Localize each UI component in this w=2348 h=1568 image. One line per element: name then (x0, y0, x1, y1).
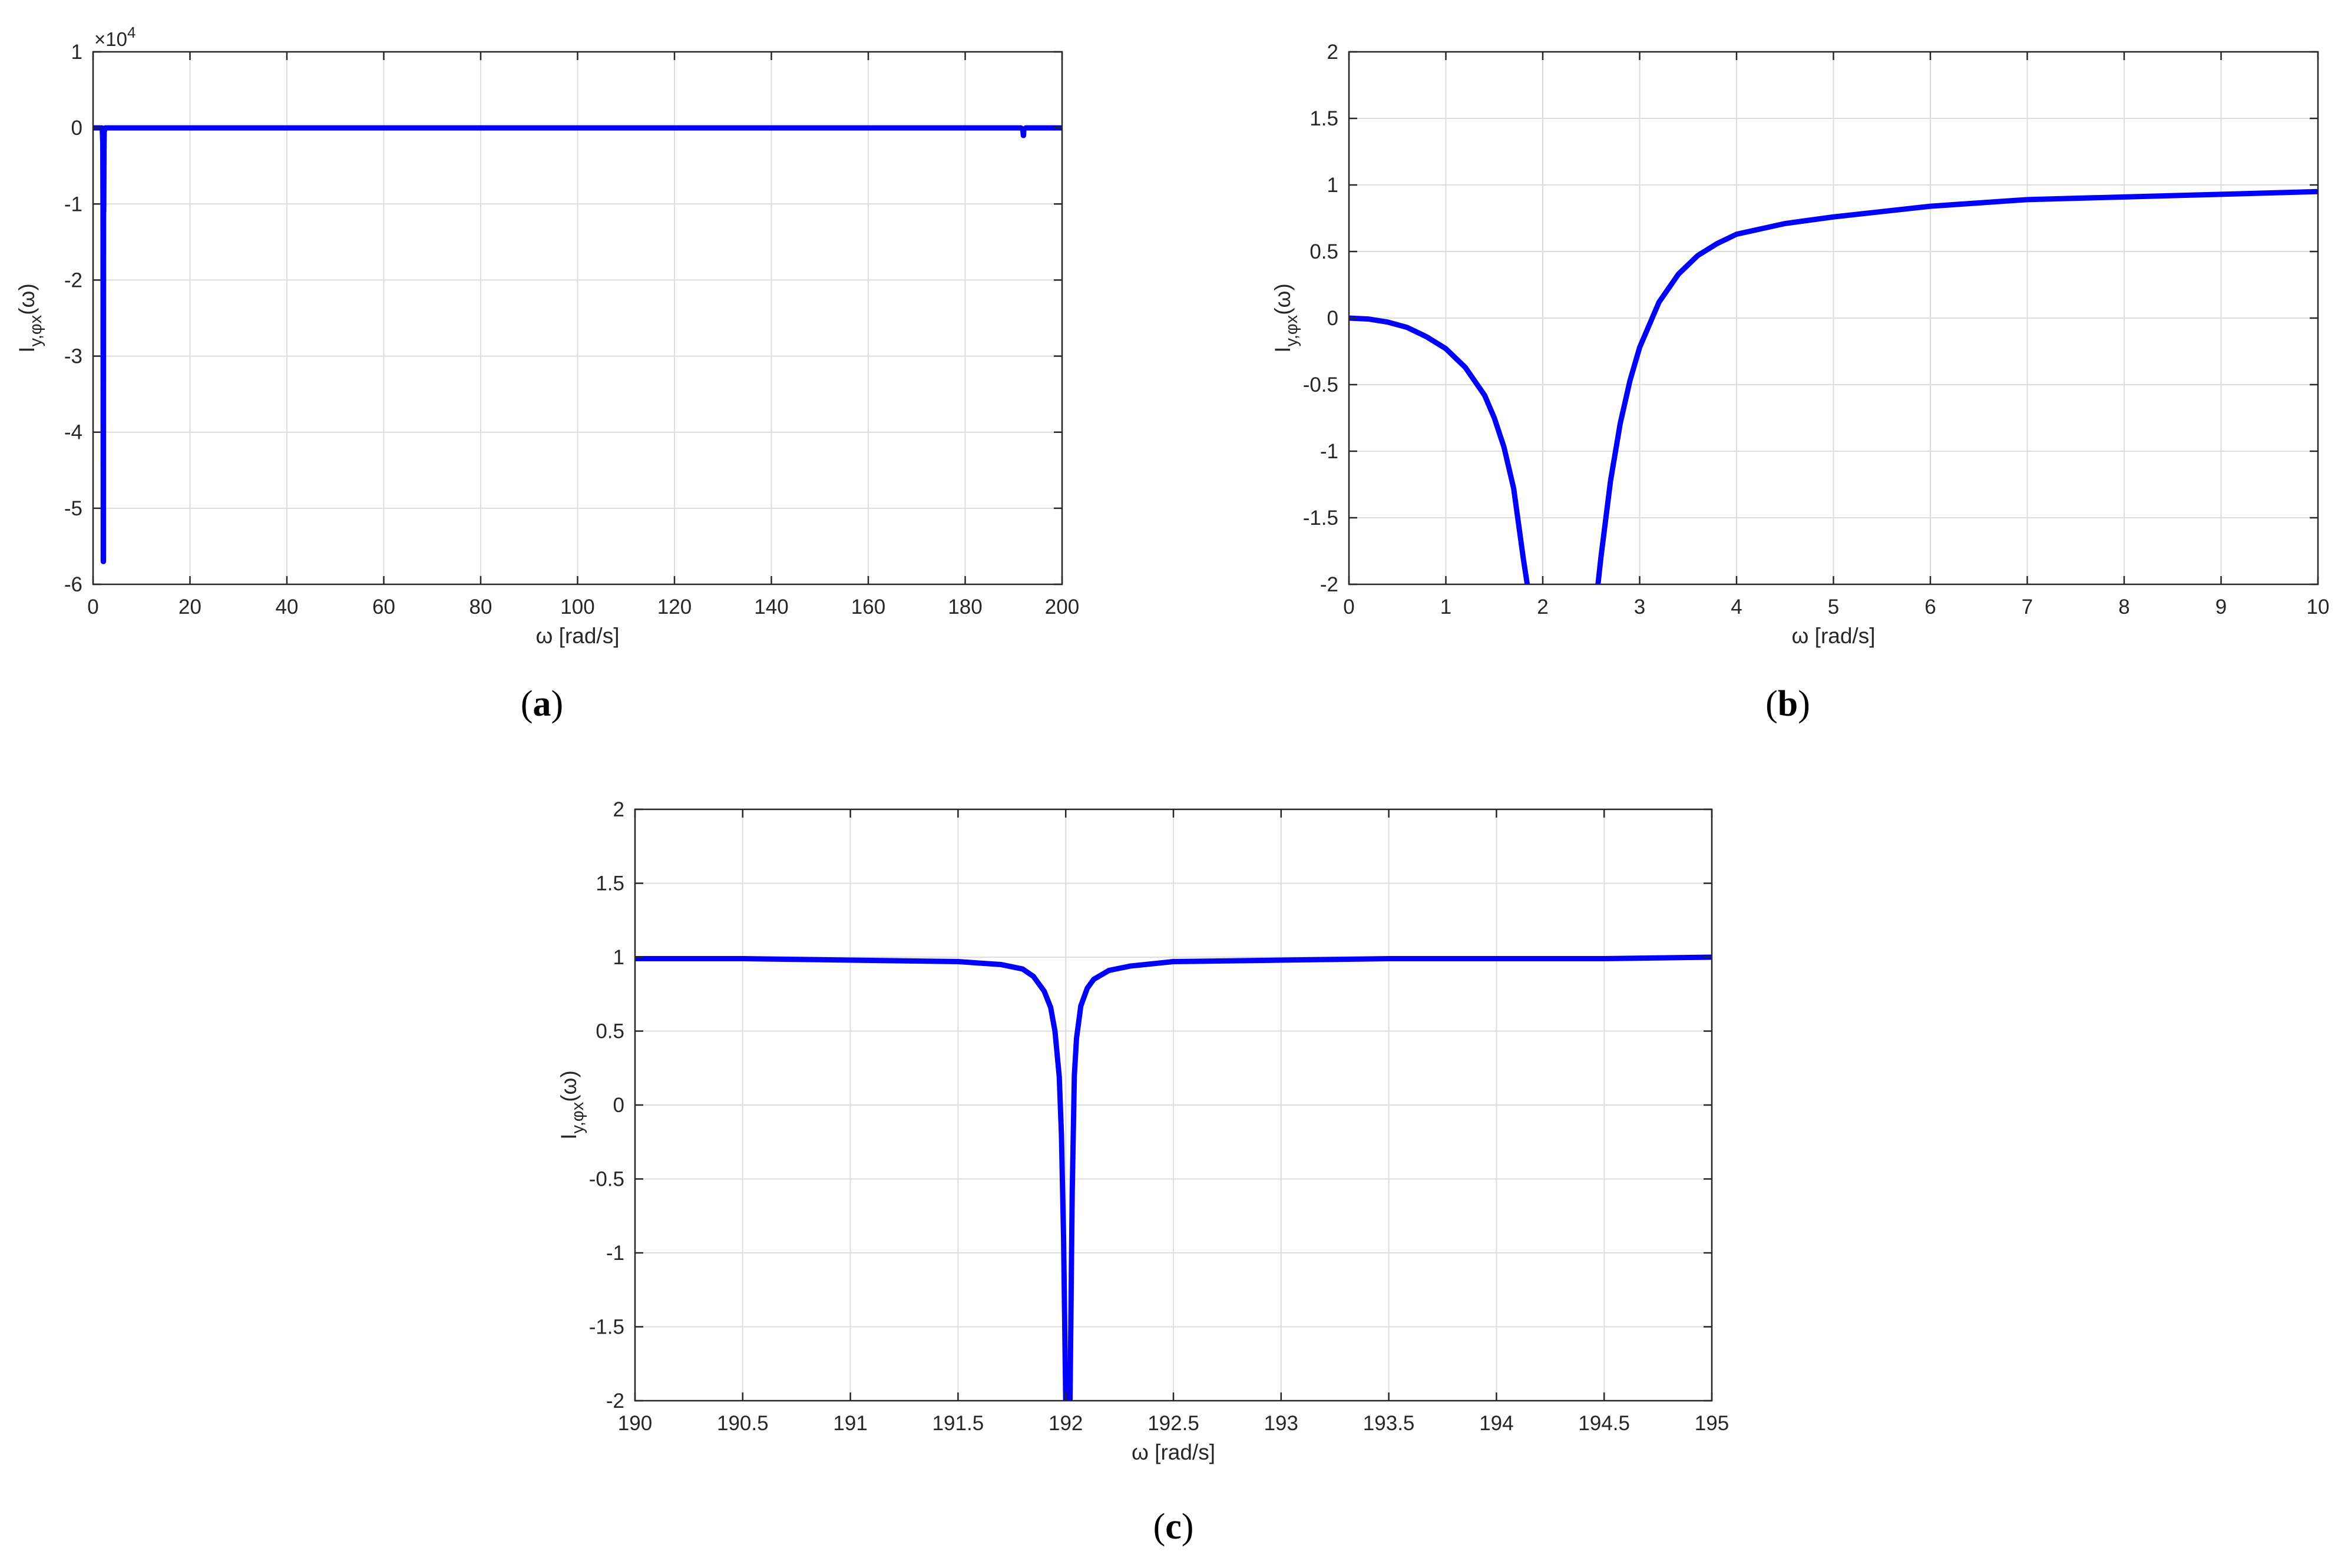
x-tick-label: 80 (469, 596, 492, 618)
x-tick-label: 60 (372, 596, 395, 618)
y-tick-label: -6 (64, 573, 82, 596)
y-axis-label: Iy,φx(ω) (1271, 283, 1301, 353)
x-tick-label: 191.5 (932, 1412, 984, 1435)
x-tick-label: 1 (1440, 596, 1451, 618)
y-tick-label: 1 (71, 41, 82, 64)
x-tick-label: 190.5 (717, 1412, 769, 1435)
series-line-b-1 (1595, 188, 2318, 585)
panel-label: (c) (1153, 1507, 1194, 1547)
x-tick-label: 2 (1537, 596, 1548, 618)
y-tick-label: -2 (64, 269, 82, 292)
x-tick-label: 193.5 (1363, 1412, 1415, 1435)
chart-panel-a: 0 20 40 60 80 100 120 140 160 180 200 1 0 -1 -2 -3 -4 -5 -… (15, 24, 1079, 724)
y-tick-label: 0 (613, 1094, 624, 1117)
y-tick-label: 0.5 (1309, 240, 1338, 263)
x-tick-label: 120 (657, 596, 692, 618)
x-axis-label: ω [rad/s] (1792, 624, 1876, 648)
x-tick-label: 20 (178, 596, 201, 618)
x-tick-label: 160 (851, 596, 885, 618)
y-tick-label: -0.5 (589, 1168, 624, 1191)
x-tick-label: 0 (1343, 596, 1354, 618)
x-tick-label: 100 (560, 596, 594, 618)
x-tick-label: 193 (1264, 1412, 1298, 1435)
y-tick-label: -4 (64, 421, 82, 444)
y-tick-label: -0.5 (1303, 373, 1338, 396)
x-tick-label: 40 (276, 596, 299, 618)
y-tick-label: 1 (613, 946, 624, 969)
y-tick-label: 2 (1327, 41, 1338, 64)
x-axis-label: ω [rad/s] (536, 624, 620, 648)
y-tick-label: -1 (1320, 440, 1338, 463)
x-tick-label: 194 (1479, 1412, 1513, 1435)
x-axis-label: ω [rad/s] (1132, 1440, 1215, 1464)
x-tick-label: 195 (1695, 1412, 1729, 1435)
x-tick-label: 200 (1045, 596, 1079, 618)
y-tick-label: -2 (1320, 573, 1338, 596)
x-tick-label: 9 (2215, 596, 2227, 618)
x-tick-label: 140 (754, 596, 788, 618)
y-tick-label: -2 (606, 1390, 624, 1412)
y-tick-label: -1 (606, 1242, 624, 1265)
series-line-c-0 (635, 956, 1069, 1401)
x-tick-label: 5 (1828, 596, 1839, 618)
x-tick-label: 10 (2307, 596, 2330, 618)
y-axis-label: Iy,φx(ω) (15, 283, 45, 353)
panel-label: (a) (521, 684, 563, 724)
y-tick-label: 0 (1327, 307, 1338, 330)
y-tick-label: 2 (613, 798, 624, 821)
y-tick-label: -1 (64, 193, 82, 216)
y-tick-label: 1.5 (596, 872, 624, 895)
y-axis-label: Iy,φx(ω) (557, 1070, 587, 1140)
y-tick-label: 1 (1327, 174, 1338, 197)
y-tick-label: -1.5 (589, 1316, 624, 1339)
x-tick-label: 191 (833, 1412, 867, 1435)
x-tick-label: 4 (1731, 596, 1742, 618)
y-tick-label: 0.5 (596, 1020, 624, 1043)
x-tick-label: 6 (1924, 596, 1936, 618)
y-tick-label: 0 (71, 117, 82, 140)
x-tick-label: 192 (1049, 1412, 1083, 1435)
y-tick-label: -3 (64, 345, 82, 368)
x-tick-label: 192.5 (1147, 1412, 1199, 1435)
x-tick-label: 190 (618, 1412, 652, 1435)
chart-panel-c: 190 190.5 191 191.5 192 192.5 193 193.5 194 194.5… (557, 798, 1729, 1547)
x-tick-label: 180 (948, 596, 982, 618)
y-tick-label: -5 (64, 497, 82, 520)
x-tick-label: 0 (87, 596, 98, 618)
x-tick-label: 7 (2022, 596, 2033, 618)
x-tick-label: 8 (2118, 596, 2129, 618)
x-tick-label: 194.5 (1578, 1412, 1630, 1435)
chart-panel-b: 0 1 2 3 4 5 6 7 8 9 10 2 1.5 1 0.5 0 -0.5 -1 -1.5 -2 ω [rad/… (1271, 41, 2329, 724)
x-tick-label: 3 (1634, 596, 1645, 618)
series-line-b-0 (1349, 315, 1530, 585)
panel-label: (b) (1765, 684, 1810, 724)
y-multiplier: ×104 (94, 24, 135, 50)
y-tick-label: 1.5 (1309, 107, 1338, 130)
series-line-c-1 (1067, 954, 1712, 1401)
series-line-a-0 (93, 125, 1062, 564)
y-tick-label: -1.5 (1303, 507, 1338, 530)
